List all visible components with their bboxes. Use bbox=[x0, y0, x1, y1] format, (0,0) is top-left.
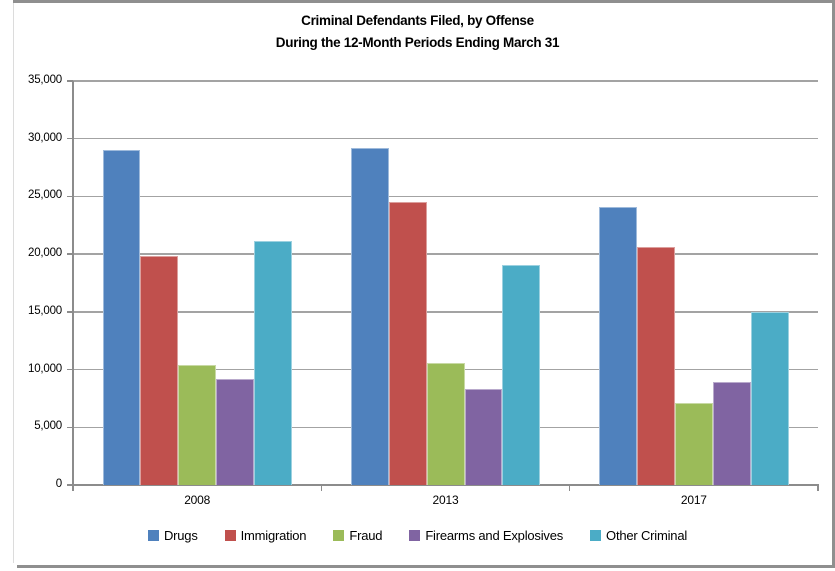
legend-item-immigration: Immigration bbox=[224, 528, 307, 543]
bar-other-criminal-2013 bbox=[502, 264, 541, 485]
legend-label-other-criminal: Other Criminal bbox=[606, 528, 688, 543]
legend-swatch-firearms-and-explosives bbox=[409, 530, 421, 541]
chart-title-line2: During the 12-Month Periods Ending March… bbox=[275, 35, 560, 50]
y-axis-label-30000: 30,000 bbox=[28, 131, 62, 144]
x-boundary-tick-0 bbox=[72, 486, 74, 491]
y-tick-5000 bbox=[67, 426, 73, 429]
page-border-bottom bbox=[17, 565, 835, 568]
bar-drugs-2017 bbox=[599, 206, 638, 485]
x-boundary-tick-3 bbox=[817, 486, 819, 491]
y-tick-15000 bbox=[67, 311, 73, 313]
bar-fraud-2017 bbox=[674, 403, 713, 485]
legend-swatch-immigration bbox=[224, 530, 236, 541]
x-boundary-tick-1 bbox=[320, 486, 323, 491]
gridline-25000 bbox=[73, 195, 818, 198]
chart-title-line1: Criminal Defendants Filed, by Offense bbox=[301, 13, 534, 28]
legend-label-firearms-and-explosives: Firearms and Explosives bbox=[425, 528, 564, 543]
y-axis-label-0: 0 bbox=[55, 478, 62, 490]
legend-label-immigration: Immigration bbox=[240, 528, 307, 543]
y-axis-label-10000: 10,000 bbox=[28, 362, 62, 375]
bar-other-criminal-2017 bbox=[750, 311, 789, 485]
gridline-20000 bbox=[73, 253, 818, 255]
legend-swatch-other-criminal bbox=[590, 530, 602, 541]
bar-drugs-2008 bbox=[102, 150, 141, 485]
legend-item-firearms-and-explosives: Firearms and Explosives bbox=[409, 528, 563, 543]
chart-title: Criminal Defendants Filed, by Offense Du… bbox=[0, 10, 835, 54]
bar-other-criminal-2008 bbox=[254, 241, 292, 485]
bar-immigration-2017 bbox=[637, 247, 675, 485]
bar-immigration-2008 bbox=[140, 256, 179, 485]
x-boundary-tick-2 bbox=[568, 486, 571, 491]
legend-label-drugs: Drugs bbox=[163, 528, 198, 543]
legend-swatch-fraud bbox=[333, 530, 345, 541]
bar-fraud-2008 bbox=[178, 364, 217, 485]
y-tick-35000 bbox=[67, 80, 73, 82]
y-tick-30000 bbox=[67, 137, 73, 140]
legend-item-other-criminal: Other Criminal bbox=[590, 528, 687, 543]
x-axis-label-2013: 2013 bbox=[432, 493, 459, 507]
bar-drugs-2013 bbox=[350, 147, 389, 485]
gridline-15000 bbox=[73, 311, 818, 313]
bar-fraud-2013 bbox=[426, 362, 465, 485]
y-axis-label-35000: 35,000 bbox=[28, 74, 62, 86]
y-tick-10000 bbox=[67, 368, 73, 371]
y-tick-20000 bbox=[67, 253, 73, 255]
bar-firearms-and-explosives-2017 bbox=[712, 382, 751, 485]
gridline-35000 bbox=[73, 80, 818, 82]
y-axis-label-25000: 25,000 bbox=[28, 189, 62, 202]
legend-item-drugs: Drugs bbox=[147, 528, 198, 543]
page-border-right bbox=[832, 0, 835, 568]
x-axis-label-2017: 2017 bbox=[680, 493, 707, 507]
x-axis-label-2008: 2008 bbox=[184, 493, 211, 507]
x-axis-line bbox=[72, 484, 819, 486]
y-axis-label-20000: 20,000 bbox=[28, 247, 62, 260]
gridline-30000 bbox=[73, 137, 818, 140]
legend-label-fraud: Fraud bbox=[349, 528, 383, 543]
bar-firearms-and-explosives-2008 bbox=[216, 378, 255, 485]
y-axis-label-5000: 5,000 bbox=[34, 420, 62, 433]
y-axis-line bbox=[72, 81, 74, 486]
y-axis-label-15000: 15,000 bbox=[28, 304, 62, 317]
y-tick-25000 bbox=[67, 195, 73, 198]
legend-swatch-drugs bbox=[147, 530, 159, 541]
legend: Drugs Immigration Fraud Firearms and Explos… bbox=[0, 528, 835, 543]
bar-firearms-and-explosives-2013 bbox=[464, 389, 503, 485]
page-border-left bbox=[13, 3, 14, 563]
bar-immigration-2013 bbox=[388, 202, 427, 485]
page-border-top bbox=[13, 0, 835, 3]
legend-item-fraud: Fraud bbox=[333, 528, 383, 543]
y-tick-0 bbox=[67, 484, 73, 486]
